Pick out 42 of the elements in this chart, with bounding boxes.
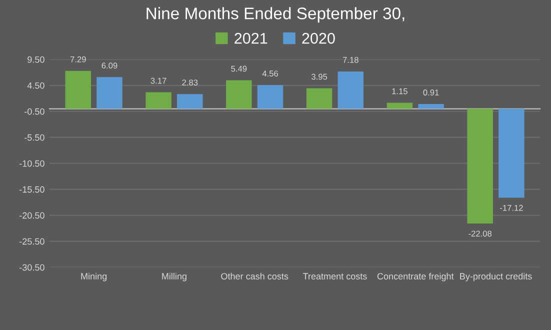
data-label: 4.56 xyxy=(262,70,278,76)
y-tick-label: -20.50 xyxy=(20,212,44,219)
x-tick-label: Treatment costs xyxy=(302,273,367,280)
bar xyxy=(418,104,444,109)
bar xyxy=(146,92,172,109)
bar xyxy=(306,88,332,109)
bar xyxy=(65,70,91,109)
bar xyxy=(386,102,413,109)
x-tick-label: Concentrate freight xyxy=(377,272,454,282)
data-label: -17.12 xyxy=(500,204,523,211)
y-tick-label: -0.50 xyxy=(24,108,44,115)
bar xyxy=(177,94,203,109)
chart-title: Nine Months Ended September 30, xyxy=(146,7,404,23)
y-tick-label: -25.50 xyxy=(20,238,44,245)
y-tick-label: 4.50 xyxy=(27,82,44,89)
data-label: 6.09 xyxy=(102,62,118,69)
bar xyxy=(226,80,252,109)
bar xyxy=(338,71,364,109)
x-tick-label: Milling xyxy=(162,272,186,282)
y-tick-label: -30.50 xyxy=(20,264,44,271)
legend-label: 2021 xyxy=(234,32,268,44)
data-label: 7.18 xyxy=(342,56,358,63)
data-label: 3.95 xyxy=(312,74,328,80)
bar xyxy=(96,77,122,109)
data-label: 2.83 xyxy=(182,80,198,86)
bar xyxy=(467,108,493,224)
data-label: -22.08 xyxy=(468,230,492,237)
x-tick-label: Other cash costs xyxy=(221,272,288,280)
y-tick-label: -15.50 xyxy=(20,186,44,193)
y-tick-label: -5.50 xyxy=(24,134,44,141)
x-tick-label: By-product credits xyxy=(460,272,532,282)
bar xyxy=(498,108,524,198)
data-label: 5.49 xyxy=(231,66,247,72)
data-label: 3.17 xyxy=(150,78,166,84)
x-tick-label: Mining xyxy=(81,272,107,282)
data-label: 1.15 xyxy=(392,88,408,94)
y-tick-label: 9.50 xyxy=(28,56,44,63)
y-tick-label: -10.50 xyxy=(20,160,44,167)
data-label: 7.29 xyxy=(70,56,86,62)
legend-label: 2020 xyxy=(302,32,335,44)
data-label: 0.91 xyxy=(423,90,439,96)
bar xyxy=(257,85,284,109)
